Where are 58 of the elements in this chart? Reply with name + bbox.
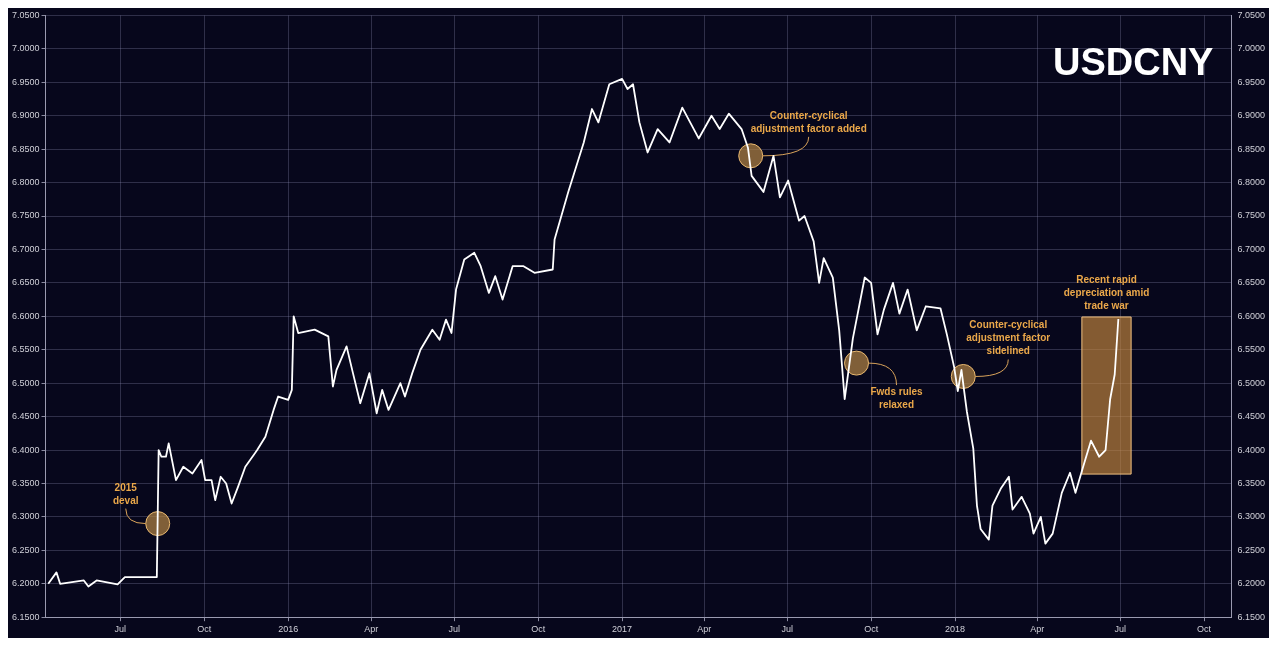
y-tick-label: 6.1500 (12, 611, 40, 622)
x-tick-label: 2018 (945, 624, 966, 635)
y2-tick-label: 6.2000 (1237, 578, 1265, 589)
annotation: Counter-cyclical adjustment factor added (750, 109, 867, 134)
y2-tick-label: 6.1500 (1237, 611, 1265, 622)
y2-tick-label: 6.4000 (1237, 444, 1265, 455)
y-tick-label: 6.5000 (12, 377, 40, 388)
y-tick-label: 6.7000 (12, 243, 40, 254)
x-tick-label: Apr (1030, 624, 1045, 635)
y-tick-label: 6.8000 (12, 177, 40, 188)
x-tick-label: 2016 (278, 624, 299, 635)
x-tick-label: Oct (531, 624, 546, 635)
y-tick-label: 6.6000 (12, 310, 40, 321)
band-label: Recent rapid depreciation amid trade war (1063, 273, 1150, 311)
y-tick-label: 6.9500 (12, 76, 40, 87)
y-tick-label: 6.8500 (12, 143, 40, 154)
y2-tick-label: 6.2500 (1237, 544, 1265, 555)
y2-tick-label: 6.7500 (1237, 210, 1265, 221)
y-tick-label: 6.3000 (12, 511, 40, 522)
x-tick-label: Jul (448, 624, 460, 635)
y2-tick-label: 6.5000 (1237, 377, 1265, 388)
y2-tick-label: 6.5500 (1237, 344, 1265, 355)
y-tick-label: 6.4500 (12, 411, 40, 422)
y-tick-label: 6.4000 (12, 444, 40, 455)
x-tick-label: 2017 (612, 624, 633, 635)
y2-tick-label: 6.6000 (1237, 310, 1265, 321)
y2-tick-label: 6.8500 (1237, 143, 1265, 154)
y-tick-label: 6.6500 (12, 277, 40, 288)
y-tick-label: 7.0000 (12, 43, 40, 54)
y-tick-label: 6.7500 (12, 210, 40, 221)
y2-tick-label: 6.9000 (1237, 110, 1265, 121)
y-tick-label: 7.0500 (12, 9, 40, 20)
x-tick-label: Jul (1114, 624, 1126, 635)
x-tick-label: Oct (864, 624, 879, 635)
y2-tick-label: 6.7000 (1237, 243, 1265, 254)
y-tick-label: 6.3500 (12, 477, 40, 488)
annotation: Counter-cyclical adjustment factor sidelined (966, 319, 1051, 357)
x-tick-label: Apr (364, 624, 379, 635)
text: USDCNY (1053, 41, 1214, 84)
x-tick-label: Jul (781, 624, 793, 635)
x-tick-label: Apr (697, 624, 712, 635)
y-tick-label: 6.2000 (12, 578, 40, 589)
y2-tick-label: 7.0500 (1237, 9, 1265, 20)
y2-tick-label: 6.9500 (1237, 76, 1265, 87)
annotation: 2015 deval (112, 481, 139, 506)
y-tick-label: 6.2500 (12, 544, 40, 555)
y-tick-label: 6.5500 (12, 344, 40, 355)
annotation: Fwds rules relaxed (870, 386, 924, 411)
y2-tick-label: 6.4500 (1237, 411, 1265, 422)
y2-tick-label: 6.3000 (1237, 511, 1265, 522)
y2-tick-label: 6.6500 (1237, 277, 1265, 288)
y-tick-label: 6.9000 (12, 110, 40, 121)
y2-tick-label: 7.0000 (1237, 43, 1265, 54)
x-tick-label: Oct (197, 624, 212, 635)
x-tick-label: Oct (1197, 624, 1212, 635)
y2-tick-label: 6.8000 (1237, 177, 1265, 188)
y2-tick-label: 6.3500 (1237, 477, 1265, 488)
x-tick-label: Jul (114, 624, 127, 635)
